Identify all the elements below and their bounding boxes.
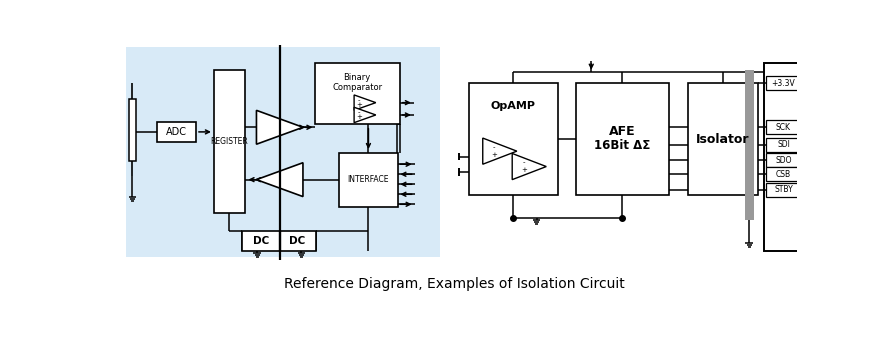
Text: Isolator: Isolator [696,133,750,146]
Polygon shape [483,138,517,164]
Text: SDI: SDI [777,141,790,149]
Bar [315,63,400,124]
Bar [214,70,245,213]
Bar [766,183,800,197]
Text: +3.3V: +3.3V [772,79,796,88]
Text: +: + [492,152,497,158]
Text: 16Bit ΔΣ: 16Bit ΔΣ [594,139,650,152]
Text: CSB: CSB [776,170,791,179]
Polygon shape [354,107,376,123]
Bar [126,47,440,256]
Text: SDO: SDO [775,156,792,165]
Bar [766,154,800,167]
Bar [157,122,196,142]
Bar [128,99,136,161]
Bar [243,231,316,251]
Bar [766,77,800,90]
Text: -: - [357,97,360,103]
Text: Binary: Binary [344,74,371,82]
Polygon shape [256,110,303,144]
Bar [766,167,800,181]
Text: -: - [357,110,360,116]
Text: DC: DC [290,236,306,246]
Text: DC: DC [253,236,269,246]
Polygon shape [354,95,376,110]
Bar [688,83,758,195]
Text: INTERFACE: INTERFACE [347,175,389,184]
Text: Reference Diagram, Examples of Isolation Circuit: Reference Diagram, Examples of Isolation… [284,277,625,291]
Bar [339,153,398,207]
Text: SCK: SCK [776,123,791,132]
Text: OpAMP: OpAMP [491,102,536,111]
Polygon shape [256,163,303,197]
Bar [576,83,669,195]
Text: +: + [521,167,527,173]
Bar [766,120,800,134]
Text: AFE: AFE [609,125,635,138]
Text: -: - [523,160,525,166]
Text: STBY: STBY [774,185,793,194]
Bar [745,70,754,221]
Text: Comparator: Comparator [332,83,382,92]
Text: +: + [356,114,361,120]
Text: +: + [356,102,361,108]
Bar [469,83,558,195]
Bar [764,63,803,251]
Polygon shape [512,154,547,180]
Text: -: - [494,144,495,150]
Text: REGISTER: REGISTER [211,137,248,146]
Text: ADC: ADC [166,127,187,137]
Bar [766,138,800,152]
